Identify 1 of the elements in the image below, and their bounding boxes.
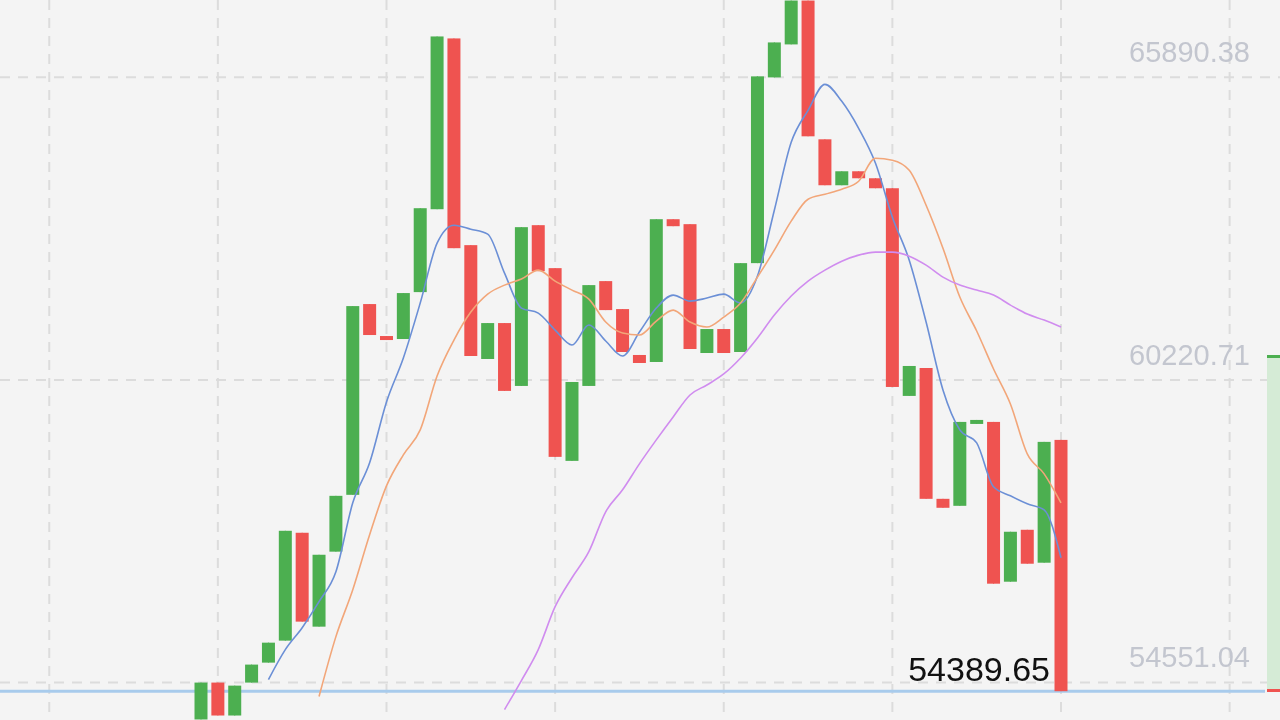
ref-line-label: 54389.65 <box>908 650 1050 689</box>
